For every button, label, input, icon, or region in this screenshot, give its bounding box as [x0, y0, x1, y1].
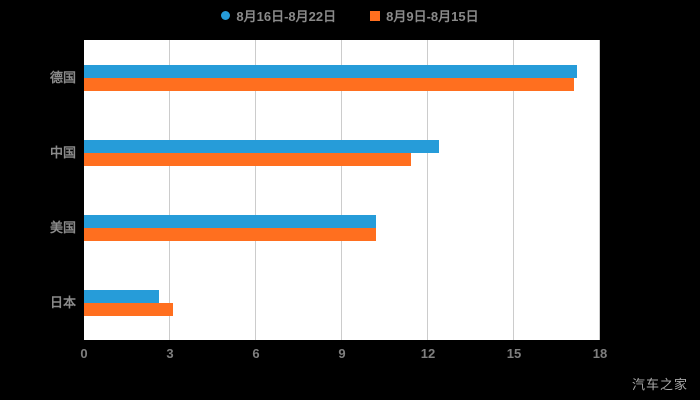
- bar-德国-series-2: [84, 77, 575, 91]
- gridline-x-15: [513, 40, 514, 340]
- x-axis-tick-0: 0: [80, 346, 88, 361]
- bar-日本-series-1: [84, 289, 159, 303]
- y-axis-label-德国: 德国: [49, 69, 76, 85]
- bar-中国-series-1: [84, 139, 440, 153]
- plot-area: [84, 40, 600, 340]
- gridline-x-6: [255, 40, 256, 340]
- bar-日本-series-2: [84, 302, 173, 316]
- y-axis-label-美国: 美国: [49, 219, 76, 235]
- gridline-x-9: [341, 40, 342, 340]
- x-axis-tick-12: 12: [420, 346, 436, 361]
- x-axis-tick-6: 6: [252, 346, 260, 361]
- legend-label-series-1: 8月16日-8月22日: [236, 9, 337, 24]
- bar-德国-series-1: [84, 64, 578, 78]
- watermark-text: 汽车之家: [631, 377, 688, 392]
- gridline-x-18: [599, 40, 600, 340]
- y-axis-label-中国: 中国: [49, 144, 76, 160]
- bar-美国-series-1: [84, 214, 377, 228]
- chart-legend: 8月16日-8月22日 8月9日-8月15日: [0, 6, 700, 25]
- y-axis-label-日本: 日本: [49, 294, 76, 310]
- legend-item-series-1[interactable]: 8月16日-8月22日: [221, 6, 336, 25]
- legend-square-marker-icon: [370, 10, 381, 21]
- bar-美国-series-2: [84, 227, 377, 241]
- gridline-x-12: [427, 40, 428, 340]
- legend-item-series-2[interactable]: 8月9日-8月15日: [370, 6, 479, 25]
- x-axis-tick-15: 15: [506, 346, 522, 361]
- x-axis-tick-3: 3: [166, 346, 174, 361]
- gridline-x-3: [169, 40, 170, 340]
- x-axis-tick-18: 18: [592, 346, 608, 361]
- legend-label-series-2: 8月9日-8月15日: [386, 9, 479, 24]
- bar-中国-series-2: [84, 152, 411, 166]
- legend-circle-marker-icon: [221, 11, 231, 20]
- x-axis-tick-9: 9: [338, 346, 346, 361]
